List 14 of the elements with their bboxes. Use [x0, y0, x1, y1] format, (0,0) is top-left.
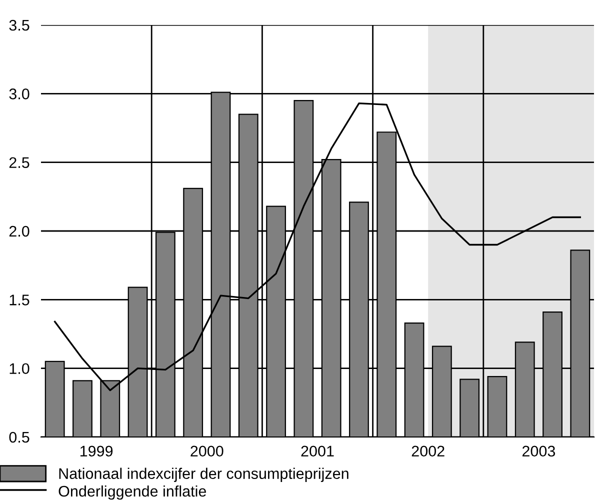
y-tick-label: 2.5 [9, 157, 30, 168]
y-tick-label: 3.5 [9, 20, 30, 31]
x-tick-label: 1999 [80, 446, 113, 457]
y-tick-label: 3.0 [9, 88, 30, 100]
x-tick-label: 2000 [190, 446, 224, 457]
x-tick-label: 2003 [522, 446, 556, 457]
y-tick-label: 1.5 [10, 294, 30, 306]
x-tick-label: 2001 [301, 446, 334, 457]
y-tick-label: 2.0 [9, 226, 30, 237]
y-tick-label: 0.5 [9, 432, 30, 443]
legend-label: Onderliggende inflatie [58, 485, 206, 500]
x-tick-label: 2002 [412, 446, 444, 457]
legend-label: Nationaal indexcijfer der consumptieprijzen [59, 468, 348, 482]
y-tick-label: 1.0 [10, 363, 30, 374]
